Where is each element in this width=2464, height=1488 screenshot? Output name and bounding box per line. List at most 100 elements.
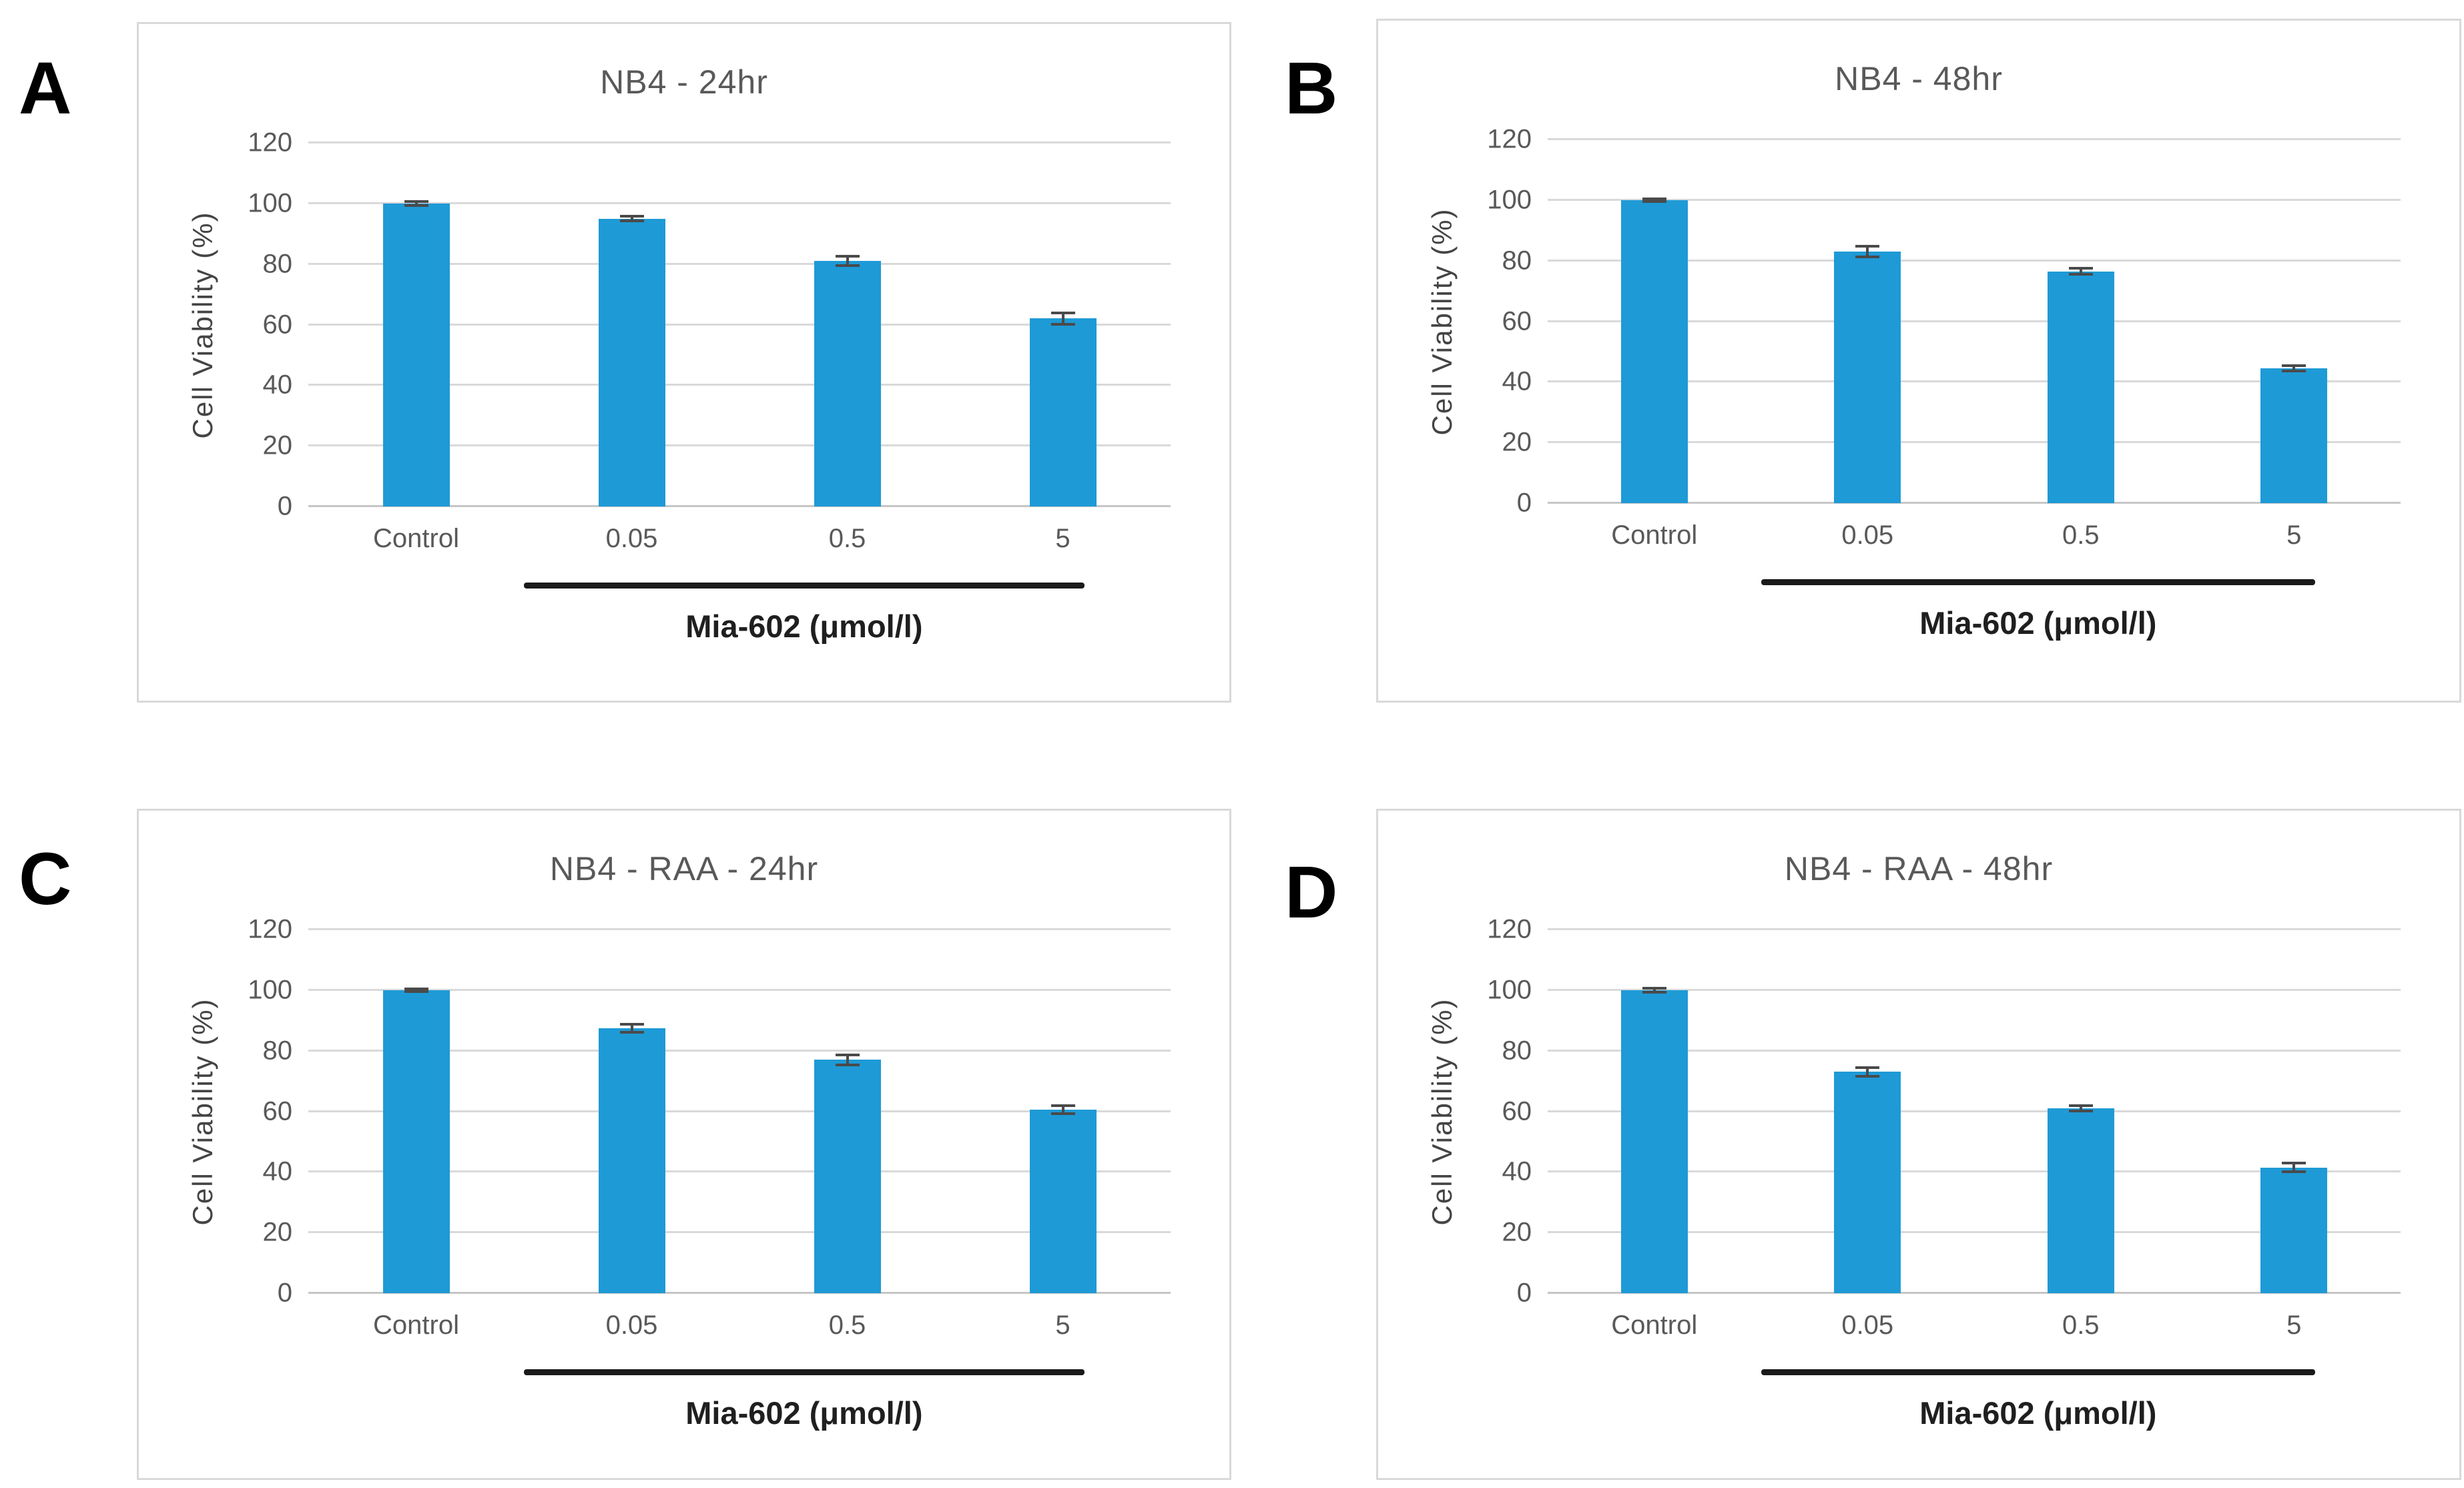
error-bar bbox=[630, 1024, 633, 1032]
x-category-label: Control bbox=[1611, 520, 1698, 550]
gridline bbox=[1548, 138, 2401, 140]
error-bar-cap bbox=[2282, 364, 2306, 368]
bar-slot bbox=[739, 929, 955, 1293]
x-category-label: Control bbox=[373, 1311, 459, 1340]
bar-0-05 bbox=[598, 218, 665, 506]
y-tick-label: 20 bbox=[262, 430, 293, 460]
x-category-label: 0.5 bbox=[828, 524, 866, 553]
bar-slot bbox=[1974, 139, 2188, 503]
error-bar-cap bbox=[619, 214, 644, 218]
y-tick-label: 120 bbox=[1487, 124, 1532, 154]
chart-body: Cell Viability (%) 0 20 40 60 80 100 120 bbox=[139, 128, 1229, 521]
bar-slot bbox=[2188, 929, 2401, 1293]
error-bar-cap bbox=[2068, 273, 2093, 276]
x-category-label: 5 bbox=[2286, 520, 2302, 550]
gridline bbox=[1548, 1049, 2401, 1052]
error-bar-cap bbox=[1642, 200, 1666, 204]
error-bar-cap bbox=[404, 990, 428, 994]
error-bar bbox=[1061, 313, 1064, 324]
gridline bbox=[308, 202, 1171, 204]
error-bar-cap bbox=[2282, 1170, 2306, 1173]
error-bar-cap bbox=[835, 255, 860, 258]
panel-letter-b: B bbox=[1285, 47, 1338, 129]
gridline bbox=[1548, 380, 2401, 383]
x-axis-baseline bbox=[1548, 1292, 2401, 1294]
y-tick-label: 60 bbox=[1502, 306, 1532, 336]
y-tick-label: 0 bbox=[277, 491, 292, 521]
chart-panel-nb4-raa-48hr: NB4 - RAA - 48hr Cell Viability (%) 0 20 4… bbox=[1376, 809, 2461, 1480]
y-tick-label: 120 bbox=[248, 914, 292, 944]
error-bar-cap bbox=[1642, 991, 1666, 994]
gridline bbox=[1548, 1110, 2401, 1112]
gridline bbox=[308, 1049, 1171, 1052]
y-tick-label: 40 bbox=[1502, 366, 1532, 396]
error-bar-cap bbox=[1050, 1112, 1075, 1116]
bar-5 bbox=[2260, 1167, 2328, 1293]
gridline bbox=[308, 1170, 1171, 1173]
y-tick-label: 20 bbox=[262, 1217, 293, 1247]
bar-slot bbox=[2188, 139, 2401, 503]
y-tick-label: 60 bbox=[262, 1096, 293, 1126]
x-category-label: 0.05 bbox=[605, 524, 658, 553]
plot-area bbox=[308, 928, 1171, 1294]
error-bar bbox=[2292, 366, 2296, 371]
bar-slot bbox=[1761, 929, 1975, 1293]
y-tick-label: 80 bbox=[1502, 246, 1532, 276]
error-bar-cap bbox=[2068, 267, 2093, 270]
y-axis-ticks: 0 20 40 60 80 100 120 bbox=[1466, 125, 1548, 518]
chart-title: NB4 - 24hr bbox=[600, 63, 768, 101]
error-bar-cap bbox=[1855, 256, 1880, 259]
bar-slot bbox=[308, 929, 524, 1293]
x-category-label: 0.05 bbox=[605, 1311, 658, 1340]
gridline bbox=[308, 262, 1171, 265]
gridline bbox=[1548, 988, 2401, 991]
gridline bbox=[308, 384, 1171, 386]
error-bar-cap bbox=[2282, 1162, 2306, 1165]
gridline bbox=[308, 1231, 1171, 1234]
panel-letter-c: C bbox=[19, 838, 72, 920]
x-category-label: Control bbox=[373, 524, 459, 553]
gridline bbox=[1548, 198, 2401, 201]
panel-letter-d: D bbox=[1285, 851, 1338, 934]
treatment-range-line bbox=[524, 1369, 1085, 1375]
y-tick-label: 120 bbox=[1487, 914, 1532, 944]
error-bar-cap bbox=[404, 200, 428, 204]
bar-slot bbox=[955, 143, 1171, 506]
error-bar bbox=[1652, 988, 1656, 993]
y-tick-label: 0 bbox=[277, 1278, 292, 1308]
bar-0-5 bbox=[2047, 271, 2114, 503]
y-tick-label: 60 bbox=[262, 310, 293, 339]
gridline bbox=[1548, 1231, 2401, 1234]
chart-panel-nb4-24hr: NB4 - 24hr Cell Viability (%) 0 20 40 60 80 1… bbox=[137, 22, 1231, 703]
y-tick-label: 100 bbox=[248, 188, 292, 218]
bar-0-05 bbox=[1834, 1072, 1901, 1293]
x-category-labels: Control 0.05 0.5 5 bbox=[1548, 520, 2401, 552]
x-category-labels: Control 0.05 0.5 5 bbox=[1548, 1311, 2401, 1343]
y-tick-label: 100 bbox=[1487, 185, 1532, 215]
chart-title: NB4 - RAA - 24hr bbox=[549, 850, 819, 887]
error-bar-cap bbox=[835, 1063, 860, 1066]
panel-c-quadrant: C NB4 - RAA - 24hr Cell Viability (%) 0 2… bbox=[0, 744, 1232, 1488]
y-tick-label: 0 bbox=[1516, 488, 1532, 518]
error-bar bbox=[2079, 1106, 2082, 1111]
error-bar bbox=[414, 988, 418, 992]
error-bar-cap bbox=[404, 987, 428, 990]
x-category-label: Control bbox=[1611, 1311, 1698, 1340]
bar-0-5 bbox=[814, 1060, 881, 1293]
y-axis-title: Cell Viability (%) bbox=[1426, 208, 1458, 435]
x-axis-title: Mia-602 (μmol/l) bbox=[1919, 1395, 2157, 1431]
y-tick-label: 0 bbox=[1516, 1278, 1532, 1308]
gridline bbox=[308, 444, 1171, 447]
bar-0-5 bbox=[814, 261, 881, 506]
bar-0-5 bbox=[2047, 1108, 2114, 1293]
error-bar bbox=[1866, 1068, 1869, 1076]
x-axis-title: Mia-602 (μmol/l) bbox=[1919, 605, 2157, 641]
x-category-label: 0.5 bbox=[828, 1311, 866, 1340]
x-category-label: 0.5 bbox=[2062, 1311, 2100, 1340]
error-bar bbox=[1652, 198, 1656, 202]
gridline bbox=[308, 988, 1171, 991]
bar-slot bbox=[524, 929, 739, 1293]
error-bar-cap bbox=[2068, 1109, 2093, 1112]
error-bar bbox=[846, 1055, 849, 1065]
